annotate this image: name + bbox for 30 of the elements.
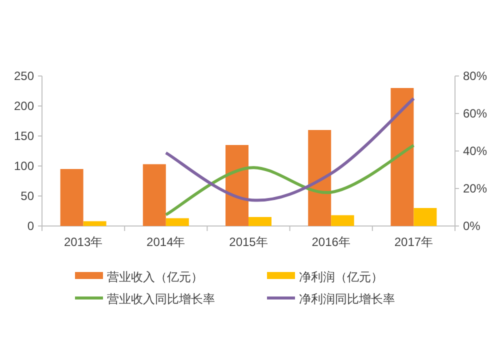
legend-label: 营业收入（亿元） [107,270,203,284]
x-tick-label: 2017年 [394,235,434,249]
y2-tick-label: 0% [463,219,481,233]
x-tick-label: 2013年 [64,235,103,249]
x-tick-label: 2014年 [146,235,186,249]
bar [226,145,248,226]
y2-tick-label: 60% [463,106,488,120]
bar [414,208,437,226]
bar [142,164,166,226]
bar [60,169,84,226]
y-tick-label: 50 [20,189,34,203]
y2-tick-label: 20% [463,182,488,196]
x-tick-label: 2015年 [229,235,268,249]
legend-label: 营业收入同比增长率 [107,292,215,306]
bar [308,130,332,226]
y-tick-label: 0 [27,219,34,233]
bar [390,88,414,226]
y-tick-label: 200 [14,99,34,113]
legend-label: 净利润同比增长率 [299,292,395,306]
y2-tick-label: 40% [463,144,488,158]
y-tick-label: 100 [14,159,34,173]
x-tick-label: 2016年 [312,235,350,249]
y-tick-label: 150 [14,129,34,143]
legend-label: 净利润（亿元） [299,270,383,284]
bar [83,221,106,226]
bar [166,218,189,226]
y-tick-label: 250 [14,69,34,83]
bar [331,215,354,226]
bar [248,217,272,226]
y2-tick-label: 80% [463,69,488,83]
